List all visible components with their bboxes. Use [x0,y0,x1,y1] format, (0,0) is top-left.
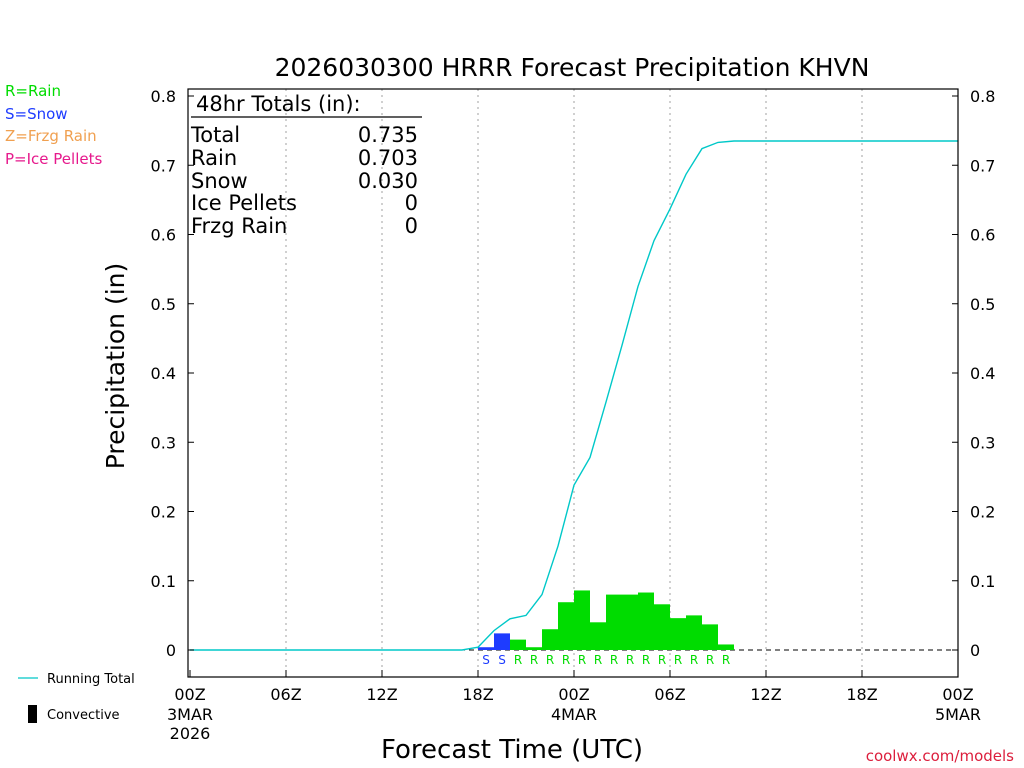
x-tick-label: 12Z [750,685,781,704]
precip-type-label: S [482,653,490,667]
x-tick-date: 3MAR [167,705,213,724]
precip-type-label: R [706,653,714,667]
legend-rain: R=Rain [5,82,61,100]
precip-type-label: R [658,653,666,667]
totals-value-snow: 0.030 [358,169,418,193]
precip-type-label: R [578,653,586,667]
x-axis-label: Forecast Time (UTC) [381,735,643,765]
y-ticks: 0 00.1 0.10.2 0.20.3 0.30.4 0.40.5 0.50.6 0.60.… [151,87,996,660]
y-tick-label-left: 0.7 [151,156,176,175]
precip-bar [526,647,542,650]
x-tick-label: 06Z [270,685,301,704]
y-tick-label-left: 0.2 [151,503,176,522]
plot-frame [187,88,959,678]
precip-type-label: R [594,653,602,667]
y-tick-label-right: 0.1 [970,572,995,591]
precip-bar [558,602,574,650]
legend-frzg-rain: Z=Frzg Rain [5,127,97,145]
axes [187,88,959,678]
precip-bar [718,644,734,650]
y-tick-label-right: 0.6 [970,226,995,245]
precip-bar [622,594,638,650]
precip-bar [542,629,558,650]
y-tick-label-right: 0.4 [970,364,995,383]
y-tick-label-right: 0.7 [970,156,995,175]
precip-type-label: R [626,653,634,667]
y-axis-label: Precipitation (in) [101,263,130,470]
precip-bar [590,622,606,650]
totals-box: 48hr Totals (in): Total 0.735 Rain 0.703… [190,92,422,238]
precip-type-label: R [690,653,698,667]
y-tick-label-left: 0.5 [151,295,176,314]
precip-type-label: R [722,653,730,667]
totals-value-ice-pellets: 0 [405,191,418,215]
x-tick-year: 2026 [170,724,211,743]
totals-label-rain: Rain [191,146,237,170]
y-tick-label-right: 0.8 [970,87,995,106]
footer-credit: coolwx.com/models [866,747,1014,765]
precip-bar [606,594,622,650]
precip-type-label: R [674,653,682,667]
y-tick-label-right: 0.5 [970,295,995,314]
totals-label-snow: Snow [191,169,248,193]
precip-type-legend: R=Rain S=Snow Z=Frzg Rain P=Ice Pellets [5,82,102,168]
x-tick-label: 18Z [846,685,877,704]
totals-label-total: Total [190,123,240,147]
precip-type-label: R [530,653,538,667]
totals-label-ice-pellets: Ice Pellets [191,191,297,215]
convective-legend-swatch [28,705,37,723]
precip-type-label: R [642,653,650,667]
totals-value-frzg-rain: 0 [405,214,418,238]
precip-bar [654,604,670,650]
x-tick-label: 00Z [174,685,205,704]
x-tick-date: 5MAR [935,705,981,724]
y-tick-label-right: 0 [970,641,980,660]
precip-bar [494,633,510,650]
precip-type-label: R [546,653,554,667]
totals-value-total: 0.735 [358,123,418,147]
precip-bar [702,624,718,650]
precip-bar [510,639,526,650]
y-tick-label-left: 0.1 [151,572,176,591]
convective-legend-label: Convective [47,708,120,723]
x-tick-label: 18Z [462,685,493,704]
precip-bar [638,592,654,650]
y-tick-label-left: 0.3 [151,433,176,452]
y-tick-label-left: 0.8 [151,87,176,106]
y-tick-label-right: 0.3 [970,433,995,452]
x-tick-label: 06Z [654,685,685,704]
bottom-legend: Running Total Convective [18,672,135,723]
chart-title: 2026030300 HRRR Forecast Precipitation K… [275,53,870,82]
precip-type-label: R [610,653,618,667]
x-tick-label: 00Z [558,685,589,704]
running-total-legend-label: Running Total [47,672,135,687]
precip-bars [478,590,734,650]
totals-header: 48hr Totals (in): [196,92,361,116]
y-tick-label-left: 0.4 [151,364,176,383]
grid-lines [285,89,863,677]
y-tick-label-left: 0.6 [151,226,176,245]
x-tick-date: 4MAR [551,705,597,724]
precip-bar [574,590,590,650]
legend-snow: S=Snow [5,105,68,123]
running-total-polyline [190,140,958,651]
legend-ice-pellets: P=Ice Pellets [5,150,102,168]
precip-bar [478,647,494,650]
x-tick-label: 12Z [366,685,397,704]
precip-bar [670,618,686,650]
x-tick-label: 00Z [942,685,973,704]
y-tick-label-right: 0.2 [970,503,995,522]
precip-bar [686,615,702,650]
running-total-line [190,140,958,651]
precip-type-label: R [514,653,522,667]
precip-type-label: S [498,653,506,667]
precip-type-label: R [562,653,570,667]
totals-label-frzg-rain: Frzg Rain [191,214,287,238]
y-tick-label-left: 0 [166,641,176,660]
totals-value-rain: 0.703 [358,146,418,170]
